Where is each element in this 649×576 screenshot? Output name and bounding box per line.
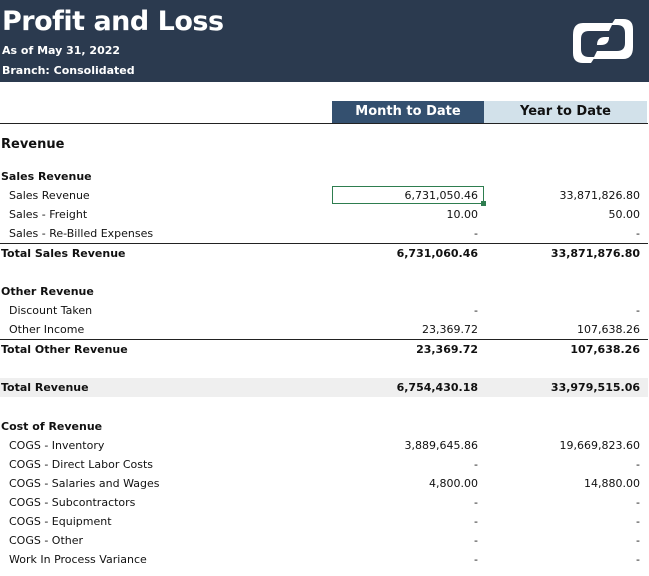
row-label[interactable]: Revenue xyxy=(1,137,65,152)
ytd-value[interactable]: - xyxy=(636,227,640,240)
table-row: Discount Taken - - xyxy=(0,301,648,320)
row-label[interactable]: COGS - Subcontractors xyxy=(9,496,136,509)
table-row: Sales - Freight 10.00 50.00 xyxy=(0,205,648,224)
table-row: Cost of Revenue xyxy=(0,417,648,436)
column-header-ytd[interactable]: Year to Date xyxy=(484,101,647,123)
table-row: Work In Process Variance - - xyxy=(0,550,648,569)
row-label[interactable]: Sales Revenue xyxy=(1,170,92,183)
mtd-value[interactable]: - xyxy=(474,304,478,317)
ytd-value[interactable]: 33,871,876.80 xyxy=(550,247,640,260)
row-label[interactable]: Total Other Revenue xyxy=(1,343,128,356)
row-label[interactable]: COGS - Other xyxy=(9,534,84,547)
mtd-value[interactable]: - xyxy=(474,553,478,566)
mtd-value[interactable]: - xyxy=(474,496,478,509)
mtd-value[interactable]: - xyxy=(474,515,478,528)
mtd-value[interactable]: 23,369.72 xyxy=(416,343,478,356)
ytd-value[interactable]: 50.00 xyxy=(608,208,641,221)
ytd-value[interactable]: 33,979,515.06 xyxy=(550,381,640,394)
table-row: Total Sales Revenue 6,731,060.46 33,871,87… xyxy=(0,243,648,263)
table-row: Sales - Re-Billed Expenses - - xyxy=(0,224,648,243)
mtd-value[interactable]: - xyxy=(474,227,478,240)
mtd-value[interactable]: 10.00 xyxy=(446,208,479,221)
row-label[interactable]: COGS - Inventory xyxy=(9,439,105,452)
ytd-value[interactable]: - xyxy=(636,515,640,528)
row-label[interactable]: Other Revenue xyxy=(1,285,94,298)
ytd-value[interactable]: 33,871,826.80 xyxy=(559,189,640,202)
ytd-value[interactable]: - xyxy=(636,553,640,566)
row-label[interactable]: COGS - Direct Labor Costs xyxy=(9,458,154,471)
row-label[interactable]: Total Revenue xyxy=(1,381,89,394)
table-row: COGS - Inventory 3,889,645.86 19,669,823.6… xyxy=(0,436,648,455)
table-row: Revenue xyxy=(0,134,648,156)
ytd-value[interactable]: 14,880.00 xyxy=(584,477,640,490)
s-logo-icon xyxy=(573,19,633,63)
table-row: Other Revenue xyxy=(0,282,648,301)
selected-cell[interactable] xyxy=(332,186,484,204)
mtd-value[interactable]: - xyxy=(474,534,478,547)
mtd-value[interactable]: 6,731,060.46 xyxy=(396,247,478,260)
table-row: Sales Revenue 6,731,050.46 33,871,826.80 xyxy=(0,186,648,205)
report-branch: Branch: Consolidated xyxy=(2,64,135,77)
mtd-value[interactable]: 23,369.72 xyxy=(422,323,478,336)
ytd-value[interactable]: 107,638.26 xyxy=(570,343,640,356)
table-row: Total Other Revenue 23,369.72 107,638.26 xyxy=(0,339,648,359)
mtd-value[interactable]: 4,800.00 xyxy=(429,477,478,490)
row-label[interactable]: Cost of Revenue xyxy=(1,420,103,433)
table-row: COGS - Equipment - - xyxy=(0,512,648,531)
ytd-value[interactable]: - xyxy=(636,496,640,509)
mtd-value[interactable]: 6,754,430.18 xyxy=(396,381,478,394)
ytd-value[interactable]: - xyxy=(636,304,640,317)
table-row: Other Income 23,369.72 107,638.26 xyxy=(0,320,648,339)
table-row: COGS - Other - - xyxy=(0,531,648,550)
mtd-value[interactable]: 3,889,645.86 xyxy=(404,439,478,452)
table-row: COGS - Direct Labor Costs - - xyxy=(0,455,648,474)
mtd-value[interactable]: 6,731,050.46 xyxy=(404,189,478,202)
ytd-value[interactable]: 107,638.26 xyxy=(577,323,640,336)
fill-handle[interactable] xyxy=(481,201,486,206)
table-row: COGS - Subcontractors - - xyxy=(0,493,648,512)
row-label[interactable]: Sales - Freight xyxy=(9,208,88,221)
row-label[interactable]: Total Sales Revenue xyxy=(1,247,126,260)
row-label[interactable]: Sales - Re-Billed Expenses xyxy=(9,227,154,240)
row-label[interactable]: Work In Process Variance xyxy=(9,553,147,566)
table-row: Sales Revenue xyxy=(0,167,648,186)
row-label[interactable]: Sales Revenue xyxy=(9,189,90,202)
row-label[interactable]: COGS - Equipment xyxy=(9,515,112,528)
table-row: Total Revenue 6,754,430.18 33,979,515.06 xyxy=(0,378,648,397)
mtd-value[interactable]: - xyxy=(474,458,478,471)
ytd-value[interactable]: - xyxy=(636,534,640,547)
ytd-value[interactable]: - xyxy=(636,458,640,471)
report-title: Profit and Loss xyxy=(2,6,224,37)
table-row: COGS - Salaries and Wages 4,800.00 14,880.… xyxy=(0,474,648,493)
report-header: Profit and Loss As of May 31, 2022 Branc… xyxy=(0,0,649,82)
column-header-mtd[interactable]: Month to Date xyxy=(332,101,484,123)
ytd-value[interactable]: 19,669,823.60 xyxy=(559,439,640,452)
header-divider xyxy=(0,123,648,124)
report-date: As of May 31, 2022 xyxy=(2,44,121,57)
row-label[interactable]: Other Income xyxy=(9,323,85,336)
row-label[interactable]: COGS - Salaries and Wages xyxy=(9,477,160,490)
row-label[interactable]: Discount Taken xyxy=(9,304,93,317)
